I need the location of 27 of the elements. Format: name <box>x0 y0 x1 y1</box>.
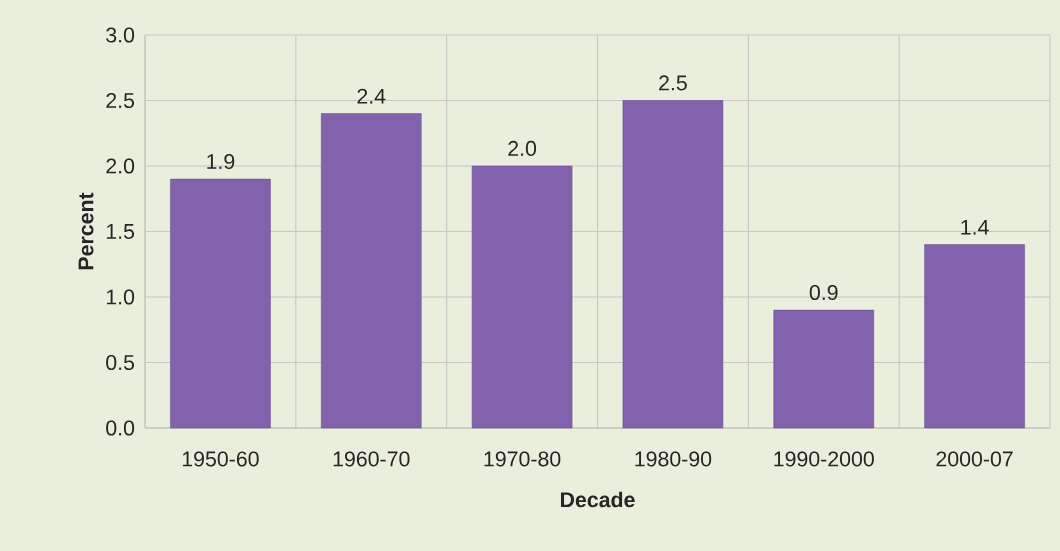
data-label: 0.9 <box>809 284 838 301</box>
data-label: 2.0 <box>508 140 537 156</box>
x-tick-label: 1950-60 <box>182 451 259 467</box>
bar <box>170 178 271 429</box>
x-axis-title: Decade <box>560 491 635 508</box>
y-tick-label: 1.0 <box>106 289 135 305</box>
y-tick-label: 0.5 <box>106 354 135 371</box>
data-label: 1.9 <box>207 153 235 170</box>
y-tick-label: 0.0 <box>106 420 135 436</box>
y-axis-title: Percent <box>78 192 94 270</box>
data-label: 1.4 <box>961 219 989 235</box>
x-tick-label: 1960-70 <box>333 451 410 467</box>
data-label: 2.5 <box>659 75 687 91</box>
data-label: 2.4 <box>357 88 386 104</box>
x-tick-label: 1990-2000 <box>774 451 874 467</box>
x-tick-label: 2000-07 <box>936 451 1013 467</box>
bar <box>773 309 875 429</box>
y-tick-label: 2.5 <box>106 92 135 109</box>
x-tick-label: 1980-90 <box>635 451 712 467</box>
y-tick-label: 3.0 <box>106 27 135 43</box>
bar <box>471 165 573 429</box>
bar <box>924 244 1025 429</box>
bar <box>622 100 724 429</box>
y-tick-label: 1.5 <box>106 224 135 239</box>
x-tick-label: 1970-80 <box>484 451 561 467</box>
y-tick-label: 2.0 <box>106 158 135 174</box>
bar <box>320 113 422 429</box>
